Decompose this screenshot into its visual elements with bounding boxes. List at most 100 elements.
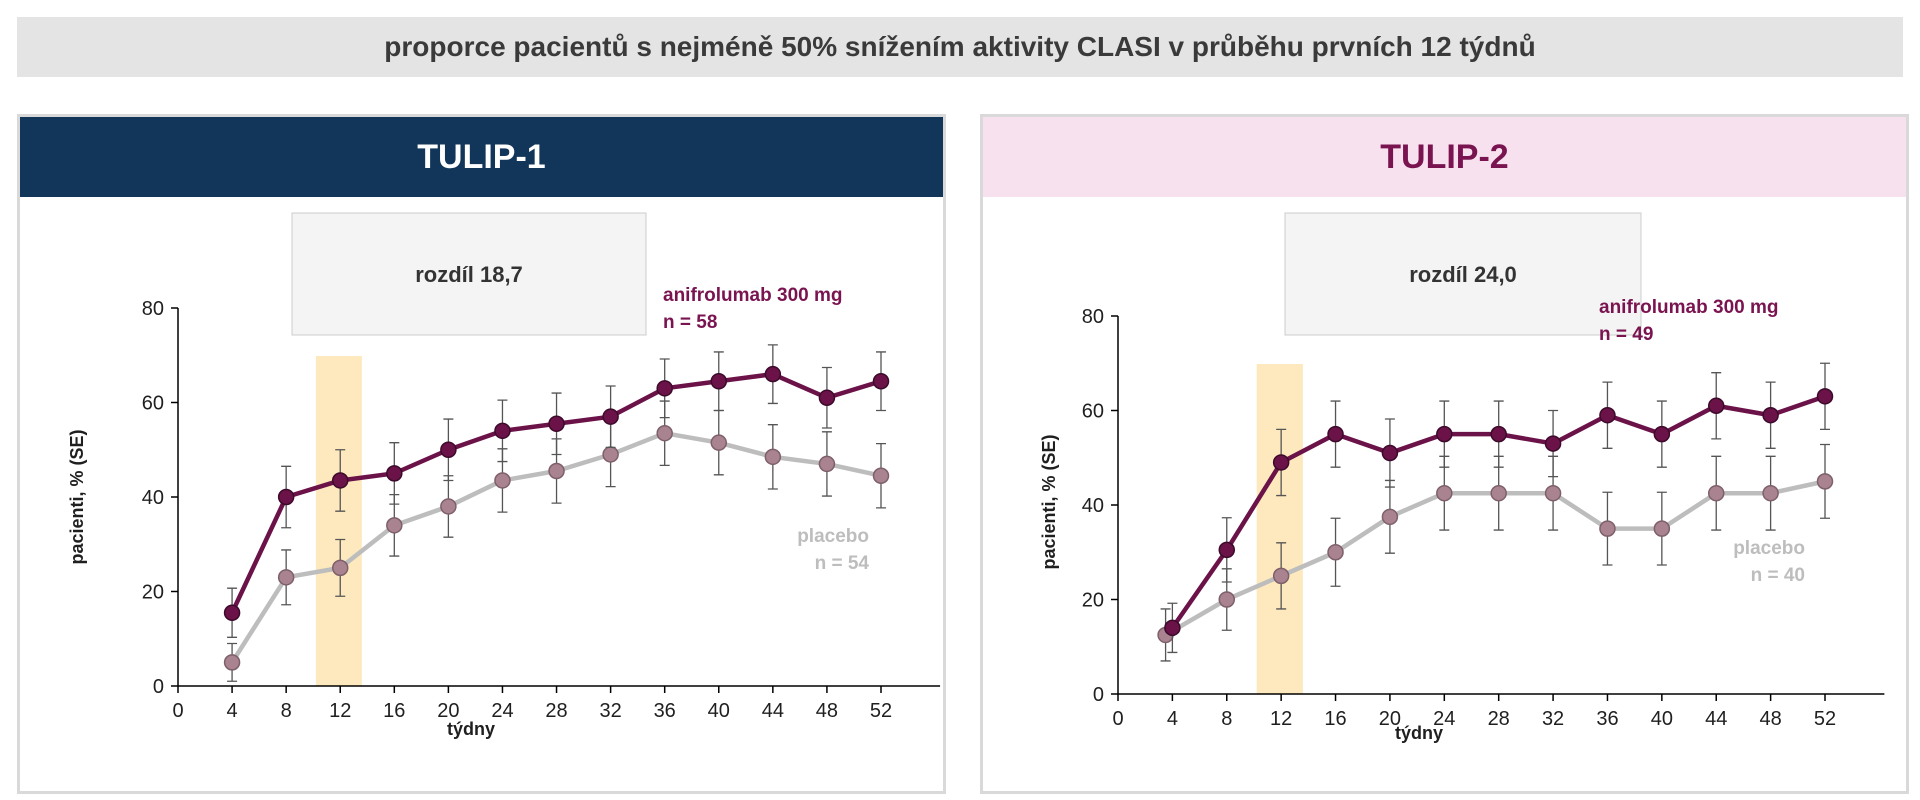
x-tick-label: 12	[329, 700, 351, 722]
data-point-anifrolumab	[223, 604, 241, 622]
x-tick-label: 48	[1759, 708, 1781, 730]
x-tick-label: 0	[1112, 708, 1123, 730]
data-point-anifrolumab	[1653, 425, 1671, 443]
y-tick-label: 0	[153, 676, 164, 698]
data-point-placebo	[1381, 508, 1399, 526]
x-tick-label: 28	[1488, 708, 1510, 730]
x-tick-label: 36	[654, 700, 676, 722]
x-tick-label: 0	[172, 700, 183, 722]
series-label-anifrolumab: anifrolumab 300 mg	[663, 285, 843, 306]
x-tick-label: 32	[599, 700, 621, 722]
data-point-placebo	[1490, 484, 1507, 502]
y-tick-label: 40	[142, 487, 164, 509]
x-tick-label: 16	[383, 700, 405, 722]
data-point-placebo	[223, 654, 241, 671]
x-tick-label: 20	[437, 700, 459, 722]
data-point-anifrolumab	[710, 372, 728, 390]
data-point-placebo	[1327, 544, 1344, 561]
x-tick-label: 4	[1167, 708, 1178, 730]
data-point-placebo	[872, 467, 890, 484]
data-point-placebo	[1653, 520, 1671, 537]
x-tick-label: 40	[1651, 708, 1673, 730]
series-n-anifrolumab: n = 49	[1599, 324, 1653, 345]
data-point-placebo	[1218, 591, 1236, 608]
y-tick-label: 40	[1082, 495, 1104, 517]
data-point-anifrolumab	[440, 441, 457, 458]
data-point-anifrolumab	[1327, 425, 1344, 443]
data-point-placebo	[818, 455, 836, 473]
x-tick-label: 36	[1596, 708, 1618, 730]
data-point-placebo	[386, 517, 403, 534]
data-point-placebo	[1544, 484, 1562, 502]
data-point-anifrolumab	[1164, 619, 1181, 637]
panel-title: TULIP-2	[983, 117, 1906, 197]
data-point-placebo	[1272, 567, 1290, 585]
x-tick-label: 52	[870, 700, 892, 722]
difference-label: rozdíl 24,0	[1409, 262, 1517, 287]
data-point-anifrolumab	[764, 365, 782, 383]
x-tick-label: 24	[491, 700, 513, 722]
highlight-band	[1256, 364, 1303, 694]
x-tick-label: 48	[816, 700, 838, 722]
data-point-placebo	[277, 569, 295, 586]
series-label-placebo: placebo	[1733, 538, 1805, 559]
chart-panel-tulip-2: TULIP-2 rozdíl 24,0 0 20 40 60 80 0 4 8 12 16 20 24 2…	[980, 114, 1909, 794]
data-point-anifrolumab	[1218, 541, 1236, 559]
data-point-placebo	[1599, 520, 1616, 537]
data-point-placebo	[494, 472, 511, 489]
y-tick-label: 80	[142, 298, 164, 320]
series-label-anifrolumab: anifrolumab 300 mg	[1599, 297, 1779, 318]
y-tick-label: 20	[1082, 590, 1104, 612]
data-point-placebo	[331, 559, 349, 577]
data-point-anifrolumab	[277, 488, 295, 506]
x-tick-label: 40	[708, 700, 730, 722]
data-point-placebo	[1762, 484, 1779, 502]
x-axis-title: týdny	[447, 719, 495, 739]
y-tick-label: 60	[1082, 401, 1104, 423]
x-tick-label: 8	[281, 700, 292, 722]
y-tick-label: 20	[142, 582, 164, 604]
data-point-placebo	[764, 448, 782, 466]
data-point-anifrolumab	[1707, 397, 1725, 415]
data-point-placebo	[602, 446, 619, 463]
data-point-anifrolumab	[1599, 406, 1616, 424]
data-point-anifrolumab	[602, 408, 619, 425]
data-point-anifrolumab	[386, 465, 403, 482]
y-axis-title: pacienti, % (SE)	[67, 429, 87, 564]
data-point-placebo	[1707, 484, 1725, 502]
data-point-anifrolumab	[1762, 406, 1779, 424]
series-n-anifrolumab: n = 58	[663, 312, 717, 333]
y-tick-label: 80	[1082, 306, 1104, 328]
data-point-anifrolumab	[1436, 425, 1453, 443]
data-point-anifrolumab	[331, 472, 349, 489]
data-point-anifrolumab	[548, 415, 565, 433]
data-point-placebo	[1436, 484, 1453, 502]
x-tick-label: 44	[762, 700, 784, 722]
highlight-band	[315, 356, 362, 686]
data-point-anifrolumab	[494, 422, 511, 440]
y-tick-label: 0	[1093, 684, 1104, 706]
x-tick-label: 44	[1705, 708, 1727, 730]
x-tick-label: 20	[1379, 708, 1401, 730]
y-axis-title: pacienti, % (SE)	[1039, 434, 1059, 569]
data-point-placebo	[1816, 473, 1834, 490]
data-point-placebo	[440, 498, 457, 515]
difference-label: rozdíl 18,7	[415, 262, 523, 287]
x-tick-label: 8	[1221, 708, 1232, 730]
x-tick-label: 4	[227, 700, 238, 722]
data-point-anifrolumab	[872, 372, 890, 390]
y-tick-label: 60	[142, 393, 164, 415]
main-title: proporce pacientů s nejméně 50% snížením…	[17, 17, 1903, 77]
data-point-anifrolumab	[1544, 435, 1562, 452]
x-tick-label: 24	[1433, 708, 1455, 730]
x-tick-label: 52	[1814, 708, 1836, 730]
x-tick-label: 32	[1542, 708, 1564, 730]
series-n-placebo: n = 54	[815, 553, 870, 574]
difference-box	[291, 212, 647, 336]
data-point-placebo	[548, 462, 565, 480]
x-tick-label: 16	[1324, 708, 1346, 730]
series-n-placebo: n = 40	[1751, 565, 1805, 586]
x-tick-label: 12	[1270, 708, 1292, 730]
